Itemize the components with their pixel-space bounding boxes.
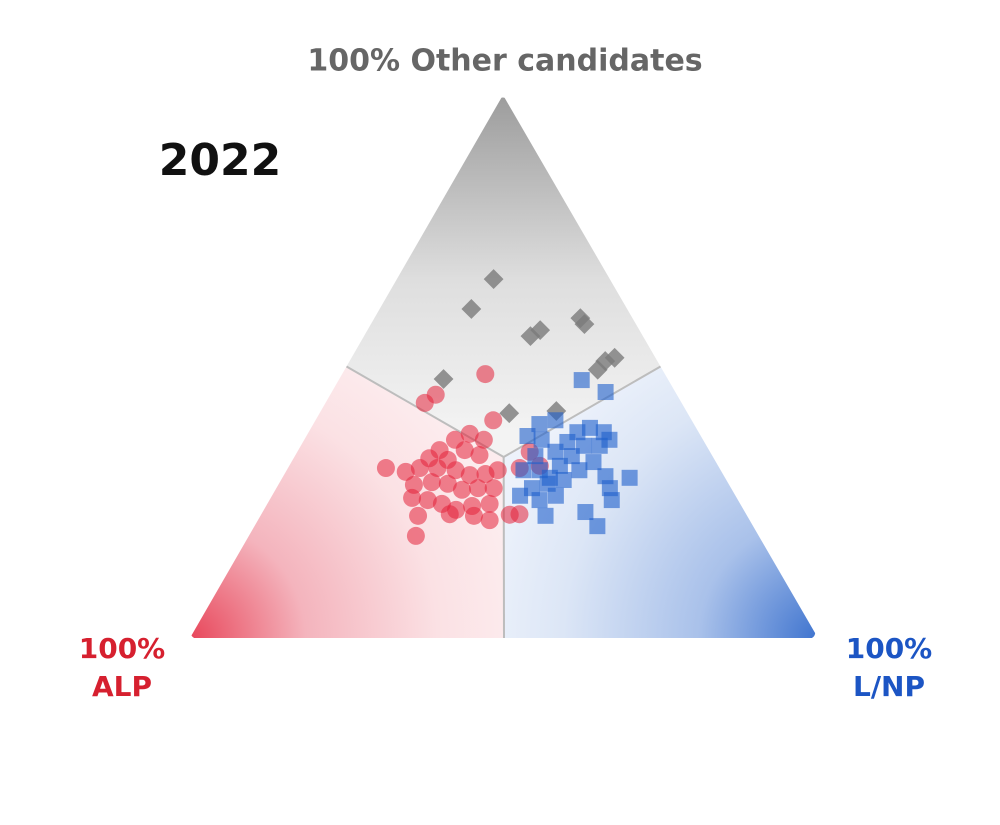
point — [415, 393, 434, 412]
point — [541, 469, 558, 486]
triangle — [190, 97, 816, 639]
point — [547, 412, 564, 429]
point — [603, 492, 620, 509]
point — [488, 461, 507, 480]
point — [403, 488, 422, 507]
point — [577, 504, 594, 521]
point — [581, 419, 598, 436]
point — [440, 505, 459, 524]
point — [406, 526, 425, 545]
point — [585, 454, 602, 471]
point — [555, 471, 572, 488]
point — [520, 326, 541, 346]
point — [468, 479, 487, 498]
point — [422, 473, 441, 492]
point — [515, 462, 532, 479]
chart-title: 2022 — [159, 135, 281, 186]
point — [589, 518, 606, 535]
vertex-label: L/NP — [853, 670, 925, 703]
point — [499, 403, 520, 424]
point — [460, 466, 479, 485]
point — [461, 299, 482, 319]
point — [576, 437, 593, 454]
vertex-label: ALP — [92, 670, 152, 703]
point — [464, 506, 483, 525]
point — [547, 487, 564, 504]
point — [574, 314, 595, 335]
vertex-label: 100% — [846, 632, 933, 665]
point — [409, 506, 428, 525]
point — [418, 491, 437, 510]
point — [484, 479, 503, 498]
point — [573, 372, 590, 389]
point — [597, 384, 614, 401]
point — [547, 443, 564, 460]
point — [483, 269, 504, 289]
region-alp — [190, 366, 504, 638]
point — [484, 411, 503, 430]
points — [376, 269, 638, 545]
point — [396, 462, 415, 481]
point — [537, 507, 554, 524]
point — [410, 459, 429, 478]
point — [460, 424, 479, 443]
point — [587, 359, 608, 380]
point — [601, 431, 618, 448]
vertex-labels: 100% ALP 100% L/NP 100% Other candidates — [79, 44, 933, 704]
point — [452, 480, 471, 499]
point — [433, 369, 454, 389]
point — [470, 446, 489, 465]
point — [480, 511, 499, 530]
point — [376, 459, 395, 478]
point — [438, 474, 457, 493]
point — [533, 431, 550, 448]
point — [474, 430, 493, 449]
point — [510, 505, 529, 524]
region-other — [346, 97, 661, 457]
point — [531, 492, 548, 509]
point — [428, 459, 447, 478]
point — [476, 365, 495, 384]
point — [455, 441, 474, 460]
vertex-label: 100% Other candidates — [307, 44, 702, 79]
point — [519, 428, 536, 445]
point — [571, 462, 588, 479]
point — [621, 469, 638, 486]
point — [527, 448, 544, 465]
point — [446, 461, 465, 480]
point — [480, 494, 499, 513]
vertex-label: 100% — [79, 632, 166, 665]
point — [512, 487, 529, 504]
